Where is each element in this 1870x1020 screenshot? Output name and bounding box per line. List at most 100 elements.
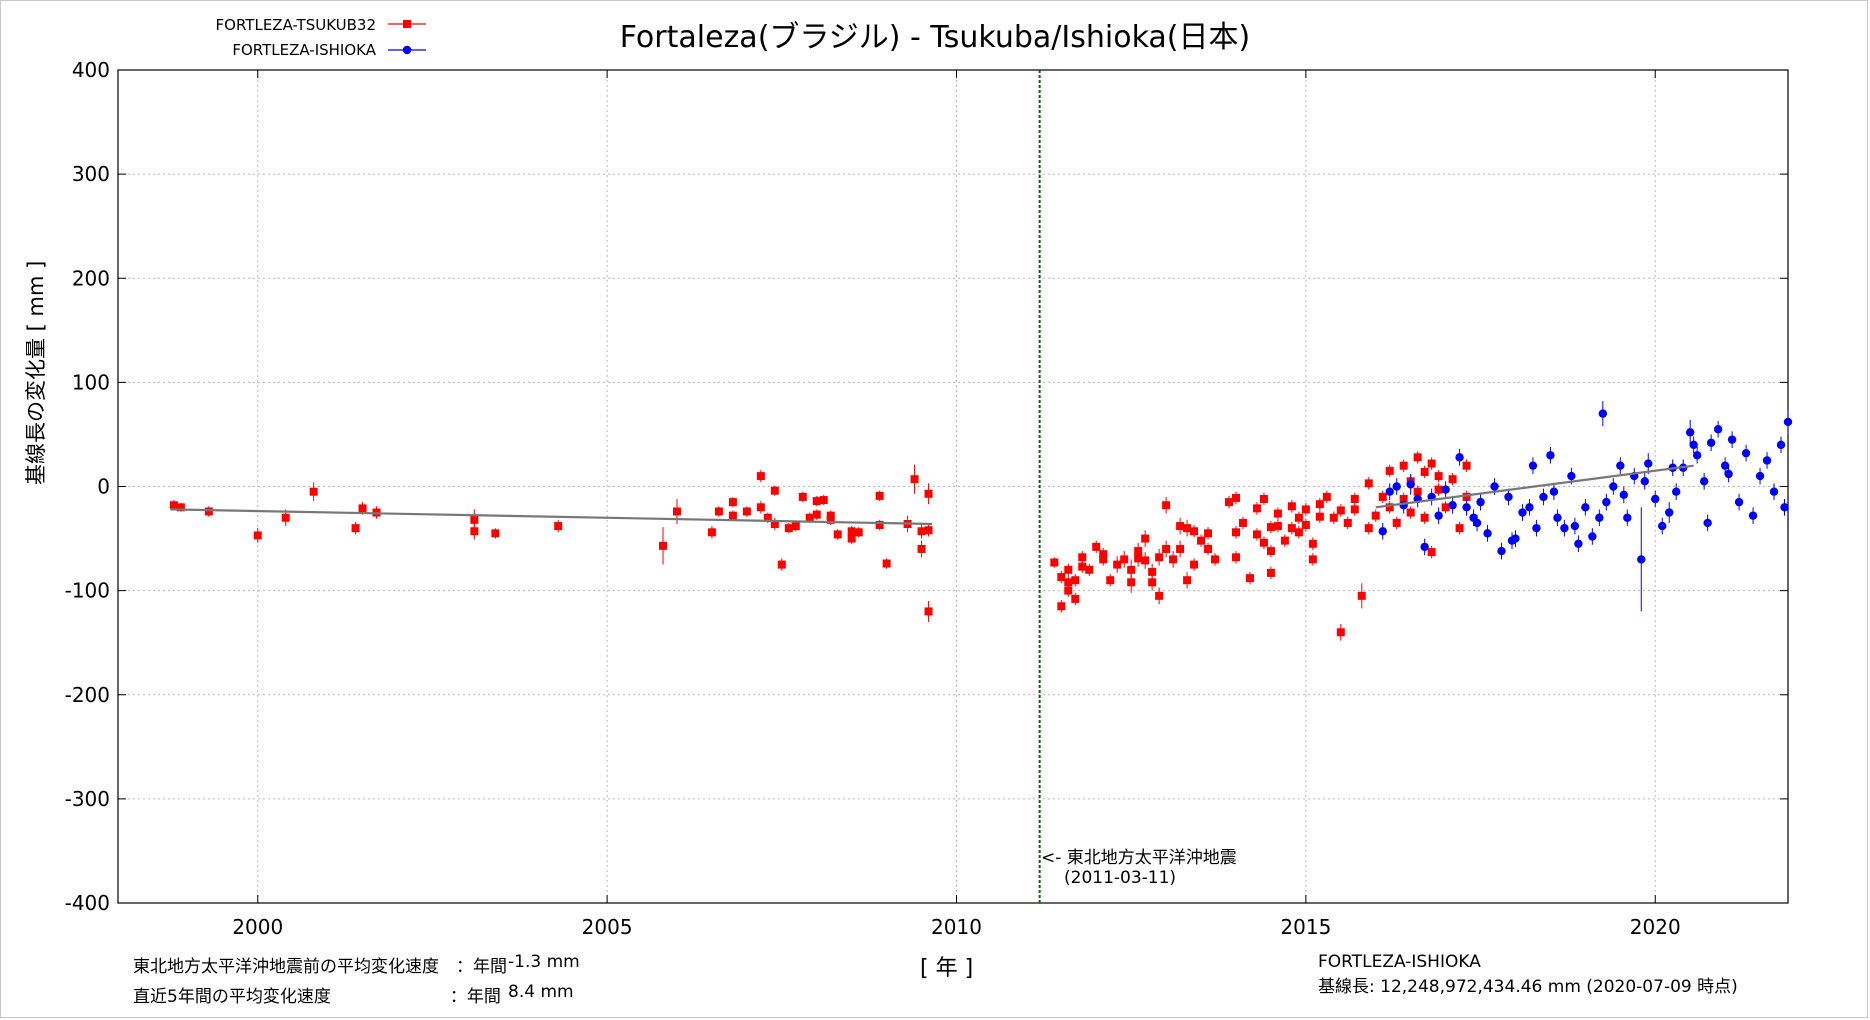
data-point-1-17 xyxy=(1497,546,1506,556)
footer-rate-before-value: -1.3 mm xyxy=(508,952,580,972)
data-point-0-101 xyxy=(1266,568,1275,577)
data-point-0-82 xyxy=(1183,576,1192,585)
data-point-0-112 xyxy=(1308,539,1317,548)
data-point-1-26 xyxy=(1560,523,1569,533)
data-point-0-45 xyxy=(917,544,926,553)
data-point-0-24 xyxy=(770,486,779,495)
y-tick-label-2: -200 xyxy=(65,683,110,707)
data-point-1-15 xyxy=(1483,529,1492,538)
data-point-0-40 xyxy=(875,521,884,530)
data-point-0-25 xyxy=(777,560,786,569)
data-point-0-3 xyxy=(253,531,262,540)
data-point-0-115 xyxy=(1322,492,1331,501)
data-point-0-12 xyxy=(554,522,563,531)
data-point-0-65 xyxy=(1120,555,1129,564)
data-point-0-43 xyxy=(910,475,919,484)
data-point-0-130 xyxy=(1399,461,1408,470)
data-point-0-77 xyxy=(1162,501,1171,510)
data-point-0-64 xyxy=(1113,560,1122,569)
data-point-0-94 xyxy=(1245,574,1254,583)
data-point-1-39 xyxy=(1651,494,1660,504)
legend-entry-tsukub32: FORTLEZA-TSUKUB32 xyxy=(216,16,376,34)
data-point-1-44 xyxy=(1685,428,1695,437)
data-point-0-1 xyxy=(176,503,185,512)
data-point-0-78 xyxy=(1169,555,1178,564)
data-point-0-84 xyxy=(1190,527,1199,536)
data-point-0-59 xyxy=(1085,565,1094,574)
data-point-0-50 xyxy=(1057,602,1066,611)
data-point-0-85 xyxy=(1197,536,1206,545)
x-tick-label-4: 2020 xyxy=(1630,915,1681,939)
data-point-0-22 xyxy=(763,513,772,522)
legend-entry-ishioka: FORTLEZA-ISHIOKA xyxy=(232,41,376,59)
data-point-0-57 xyxy=(1078,562,1087,571)
data-point-1-66 xyxy=(1619,490,1628,500)
data-point-0-55 xyxy=(1071,576,1080,585)
data-point-0-13 xyxy=(659,541,668,550)
x-tick-label-0: 2000 xyxy=(232,915,283,939)
data-point-1-23 xyxy=(1539,492,1548,502)
data-point-1-71 xyxy=(1724,469,1733,479)
data-point-0-127 xyxy=(1385,503,1394,512)
data-point-0-138 xyxy=(1427,548,1436,557)
data-point-1-70 xyxy=(1703,518,1712,528)
data-point-1-33 xyxy=(1609,482,1618,491)
data-point-1-6 xyxy=(1420,542,1429,552)
data-point-0-9 xyxy=(470,515,479,524)
data-point-1-37 xyxy=(1637,555,1646,564)
data-point-0-30 xyxy=(812,497,821,506)
data-point-0-66 xyxy=(1127,578,1136,587)
data-point-1-69 xyxy=(1689,440,1698,450)
data-point-1-22 xyxy=(1532,523,1541,533)
x-axis-label: [ 年 ] xyxy=(920,956,974,981)
data-point-1-1 xyxy=(1385,487,1394,496)
data-point-0-23 xyxy=(770,519,779,528)
data-point-0-121 xyxy=(1350,494,1359,503)
data-point-1-0 xyxy=(1378,527,1387,536)
data-point-0-62 xyxy=(1099,555,1108,564)
data-point-0-56 xyxy=(1071,594,1080,603)
data-point-0-29 xyxy=(805,513,814,522)
y-tick-label-4: 0 xyxy=(97,475,110,499)
data-point-0-49 xyxy=(1050,558,1059,567)
data-point-1-38 xyxy=(1644,459,1653,468)
event-annotation-label: <- 東北地方太平洋沖地震 (2011-03-11) xyxy=(1041,848,1237,888)
data-point-0-34 xyxy=(826,511,835,520)
data-point-1-10 xyxy=(1448,501,1457,510)
data-point-0-51 xyxy=(1057,573,1066,582)
data-point-0-90 xyxy=(1231,528,1240,537)
data-point-0-96 xyxy=(1252,530,1261,539)
data-point-0-79 xyxy=(1176,544,1185,553)
footer-rate-before-label: 東北地方太平洋沖地震前の平均変化速度 ：年間 xyxy=(133,957,507,977)
data-point-1-21 xyxy=(1525,503,1534,512)
data-point-1-28 xyxy=(1574,539,1583,548)
data-point-0-67 xyxy=(1127,565,1136,574)
data-point-0-122 xyxy=(1357,591,1366,600)
data-point-0-17 xyxy=(728,498,737,507)
data-point-0-10 xyxy=(470,527,479,536)
data-point-0-100 xyxy=(1266,523,1275,532)
data-point-0-44 xyxy=(917,527,926,536)
data-point-0-114 xyxy=(1315,512,1324,521)
data-point-0-19 xyxy=(742,507,751,516)
y-tick-label-1: -300 xyxy=(65,787,110,811)
data-point-0-48 xyxy=(924,526,933,535)
data-point-0-106 xyxy=(1287,502,1296,511)
data-point-0-52 xyxy=(1064,578,1073,587)
data-point-0-18 xyxy=(728,511,737,520)
data-point-0-87 xyxy=(1204,544,1213,553)
data-point-0-60 xyxy=(1092,542,1101,551)
y-tick-label-3: -100 xyxy=(65,579,110,603)
data-point-0-20 xyxy=(756,503,765,512)
data-point-0-134 xyxy=(1413,453,1422,462)
data-point-0-116 xyxy=(1329,513,1338,522)
footer-baseline-name: FORTLEZA-ISHIOKA xyxy=(1318,952,1481,972)
data-point-0-117 xyxy=(1336,628,1345,637)
y-tick-label-6: 200 xyxy=(72,266,110,290)
data-point-1-27 xyxy=(1567,471,1576,481)
data-point-0-37 xyxy=(847,527,856,536)
data-point-0-92 xyxy=(1231,493,1240,502)
data-point-0-137 xyxy=(1420,513,1429,522)
data-point-0-99 xyxy=(1266,547,1275,556)
